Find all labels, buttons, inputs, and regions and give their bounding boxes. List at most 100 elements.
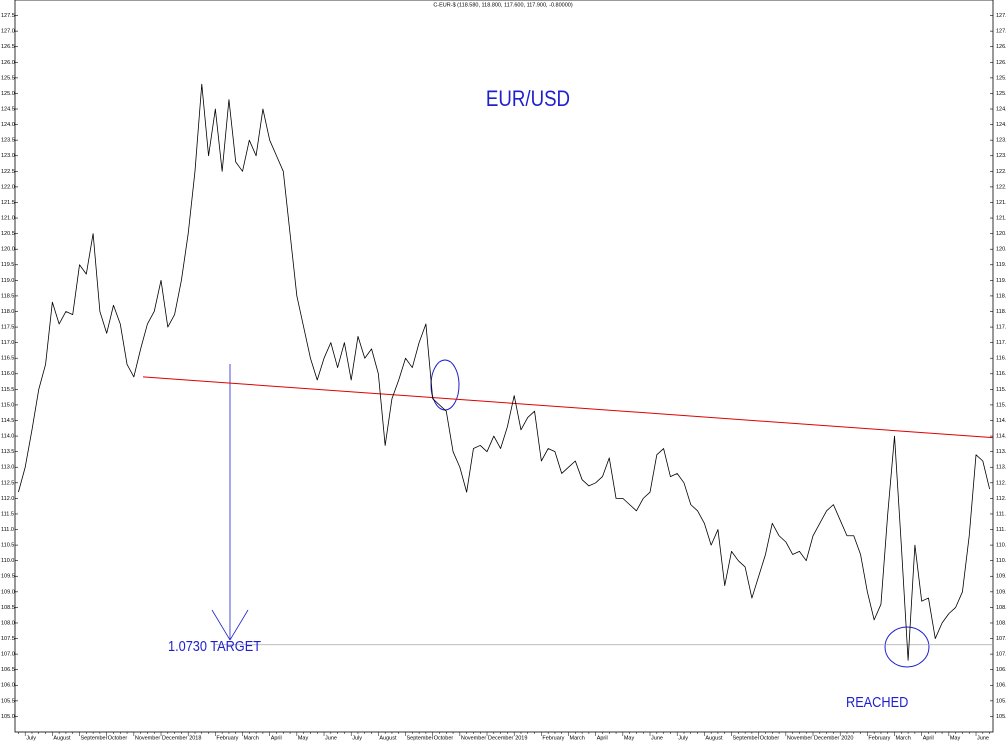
y-tick-label: 112.5: [1, 480, 14, 486]
y-tick-label: 123.0: [1, 153, 15, 159]
price-line: [18, 83, 990, 661]
y-tick-label: 111.5: [996, 511, 1006, 517]
y-tick-label: 116.5: [1, 356, 14, 362]
y-tick-label: 118.5: [1, 293, 14, 299]
x-tick-label: June: [651, 735, 663, 741]
highlight-circle: [884, 626, 930, 668]
y-tick-label: 112.0: [1, 496, 14, 502]
y-tick-label: 127.0: [1, 29, 15, 35]
x-tick-label: August: [53, 735, 71, 741]
y-tick-label: 122.0: [996, 184, 1006, 190]
y-tick-label: 110.0: [1, 558, 14, 564]
y-tick-label: 118.5: [996, 293, 1006, 299]
target-label: 1.0730 TARGET: [168, 637, 261, 654]
x-tick-label: May: [950, 735, 961, 741]
x-tick-label: December: [162, 735, 188, 741]
y-tick-label: 107.5: [996, 636, 1006, 642]
y-tick-label: 123.5: [1, 138, 15, 144]
y-tick-label: 122.5: [1, 169, 15, 175]
y-tick-label: 121.0: [1, 215, 15, 221]
x-tick-label: March: [244, 735, 259, 741]
y-tick-label: 108.5: [996, 605, 1006, 611]
y-tick-label: 119.5: [996, 262, 1006, 268]
x-tick-label: June: [977, 735, 989, 741]
y-tick-label: 116.0: [1, 371, 14, 377]
x-tick-label: March: [570, 735, 585, 741]
y-tick-label: 105.0: [1, 714, 15, 720]
y-tick-label: 117.0: [996, 340, 1006, 346]
y-tick-label: 126.5: [996, 44, 1006, 50]
y-tick-label: 121.5: [996, 200, 1006, 206]
y-tick-label: 122.5: [996, 169, 1006, 175]
y-tick-label: 115.0: [996, 402, 1006, 408]
y-tick-label: 117.0: [1, 340, 14, 346]
y-tick-label: 114.0: [996, 434, 1006, 440]
y-tick-label: 125.0: [996, 91, 1006, 97]
y-tick-label: 117.5: [996, 325, 1006, 331]
y-tick-label: 107.5: [1, 636, 15, 642]
y-tick-label: 123.0: [996, 153, 1006, 159]
y-tick-label: 120.0: [996, 247, 1006, 253]
y-tick-label: 116.5: [996, 356, 1006, 362]
x-tick-label: November: [461, 735, 487, 741]
y-tick-label: 118.0: [1, 309, 14, 315]
x-tick-label: 2018: [189, 735, 201, 741]
y-tick-label: 127.5: [996, 13, 1006, 19]
y-tick-label: 119.0: [1, 278, 14, 284]
x-tick-label: March: [896, 735, 911, 741]
x-tick-label: August: [379, 735, 397, 741]
y-tick-label: 110.5: [1, 543, 14, 549]
y-tick-label: 122.0: [1, 184, 15, 190]
y-tick-label: 127.5: [1, 13, 15, 19]
y-tick-label: 109.0: [996, 589, 1006, 595]
y-tick-label: 108.0: [1, 620, 15, 626]
y-tick-label: 106.5: [996, 667, 1006, 673]
reached-label: REACHED: [846, 693, 908, 710]
y-tick-label: 126.5: [1, 44, 15, 50]
x-tick-label: April: [271, 735, 282, 741]
y-tick-label: 113.5: [996, 449, 1006, 455]
y-tick-label: 125.5: [1, 75, 15, 81]
y-tick-label: 112.0: [996, 496, 1006, 502]
x-tick-label: December: [488, 735, 514, 741]
y-tick-label: 125.5: [996, 75, 1006, 81]
y-tick-label: 121.5: [1, 200, 15, 206]
y-tick-label: 117.5: [1, 325, 14, 331]
y-tick-label: 125.0: [1, 91, 15, 97]
y-tick-label: 111.0: [1, 527, 14, 533]
plot-frame: [14, 0, 994, 733]
y-tick-label: 105.5: [1, 698, 15, 704]
y-tick-label: 114.5: [1, 418, 14, 424]
x-tick-label: July: [352, 735, 362, 741]
y-tick-label: 110.5: [996, 543, 1006, 549]
x-tick-label: October: [108, 735, 128, 741]
y-tick-label: 114.0: [1, 434, 14, 440]
y-tick-label: 107.0: [1, 652, 15, 658]
y-tick-label: 115.0: [1, 402, 14, 408]
x-tick-label: 2020: [841, 735, 853, 741]
y-tick-label: 111.0: [996, 527, 1006, 533]
chart-title: C-EUR-$ (118.580, 118.800, 117.600, 117.…: [433, 2, 572, 8]
trend-line: [142, 376, 994, 439]
y-tick-label: 105.0: [996, 714, 1006, 720]
x-tick-label: February: [216, 735, 238, 741]
y-tick-label: 115.5: [1, 387, 14, 393]
y-tick-label: 114.5: [996, 418, 1006, 424]
y-tick-label: 124.0: [1, 122, 15, 128]
y-tick-label: 120.5: [996, 231, 1006, 237]
y-tick-label: 118.0: [996, 309, 1006, 315]
y-tick-label: 113.0: [1, 465, 14, 471]
x-tick-label: June: [325, 735, 337, 741]
y-tick-label: 123.5: [996, 138, 1006, 144]
y-tick-label: 106.0: [996, 683, 1006, 689]
y-tick-label: 112.5: [996, 480, 1006, 486]
x-tick-label: August: [705, 735, 723, 741]
x-tick-label: October: [434, 735, 454, 741]
x-tick-label: September: [407, 735, 434, 741]
y-tick-label: 107.0: [996, 652, 1006, 658]
y-tick-label: 115.5: [996, 387, 1006, 393]
y-tick-label: 113.5: [1, 449, 14, 455]
x-tick-label: November: [135, 735, 161, 741]
y-tick-label: 109.0: [1, 589, 15, 595]
y-tick-label: 109.5: [1, 574, 15, 580]
